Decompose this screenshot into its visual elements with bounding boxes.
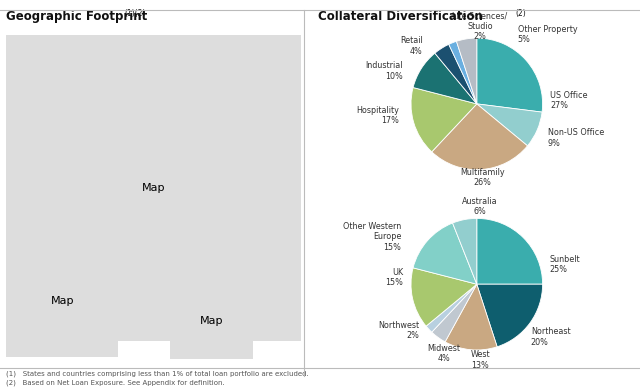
Text: Northwest
2%: Northwest 2% xyxy=(378,321,419,340)
Wedge shape xyxy=(477,104,542,146)
Text: Other Property
5%: Other Property 5% xyxy=(518,25,577,44)
Wedge shape xyxy=(445,284,497,350)
Wedge shape xyxy=(452,218,477,284)
Text: Map: Map xyxy=(200,316,223,327)
Wedge shape xyxy=(456,38,477,104)
Text: Hospitality
17%: Hospitality 17% xyxy=(356,106,399,125)
Wedge shape xyxy=(426,284,477,332)
Wedge shape xyxy=(477,284,543,347)
Text: Industrial
10%: Industrial 10% xyxy=(365,61,403,81)
Text: Map: Map xyxy=(51,296,74,306)
Text: Australia
6%: Australia 6% xyxy=(462,197,498,216)
Text: (1)   States and countries comprising less than 1% of total loan portfolio are e: (1) States and countries comprising less… xyxy=(6,370,309,377)
Wedge shape xyxy=(449,41,477,104)
Text: West
13%: West 13% xyxy=(470,350,490,370)
Wedge shape xyxy=(477,218,543,284)
Text: Retail
4%: Retail 4% xyxy=(400,36,423,56)
Wedge shape xyxy=(435,44,477,104)
Wedge shape xyxy=(432,104,527,170)
Text: Geographic Footprint: Geographic Footprint xyxy=(6,10,148,23)
Text: Midwest
4%: Midwest 4% xyxy=(428,344,460,363)
Wedge shape xyxy=(413,223,477,284)
Text: Non-US Office
9%: Non-US Office 9% xyxy=(548,129,604,148)
Wedge shape xyxy=(432,284,477,342)
Text: Northeast
20%: Northeast 20% xyxy=(531,327,570,347)
Wedge shape xyxy=(411,87,477,152)
Text: UK
15%: UK 15% xyxy=(385,268,403,287)
Text: Collateral Diversification: Collateral Diversification xyxy=(317,10,483,23)
Text: (2)   Based on Net Loan Exposure. See Appendix for definition.: (2) Based on Net Loan Exposure. See Appe… xyxy=(6,379,225,386)
Text: (2): (2) xyxy=(515,9,526,18)
Text: Life Sciences/
Studio
2%: Life Sciences/ Studio 2% xyxy=(452,11,508,41)
Text: Map: Map xyxy=(142,183,165,193)
Wedge shape xyxy=(477,38,543,112)
Text: Other Western
Europe
15%: Other Western Europe 15% xyxy=(343,222,401,252)
Wedge shape xyxy=(411,268,477,326)
Text: US Office
27%: US Office 27% xyxy=(550,91,588,110)
Text: (1)(2): (1)(2) xyxy=(125,9,147,18)
Wedge shape xyxy=(413,53,477,104)
Text: Multifamily
26%: Multifamily 26% xyxy=(460,168,504,187)
Text: Sunbelt
25%: Sunbelt 25% xyxy=(549,255,580,274)
